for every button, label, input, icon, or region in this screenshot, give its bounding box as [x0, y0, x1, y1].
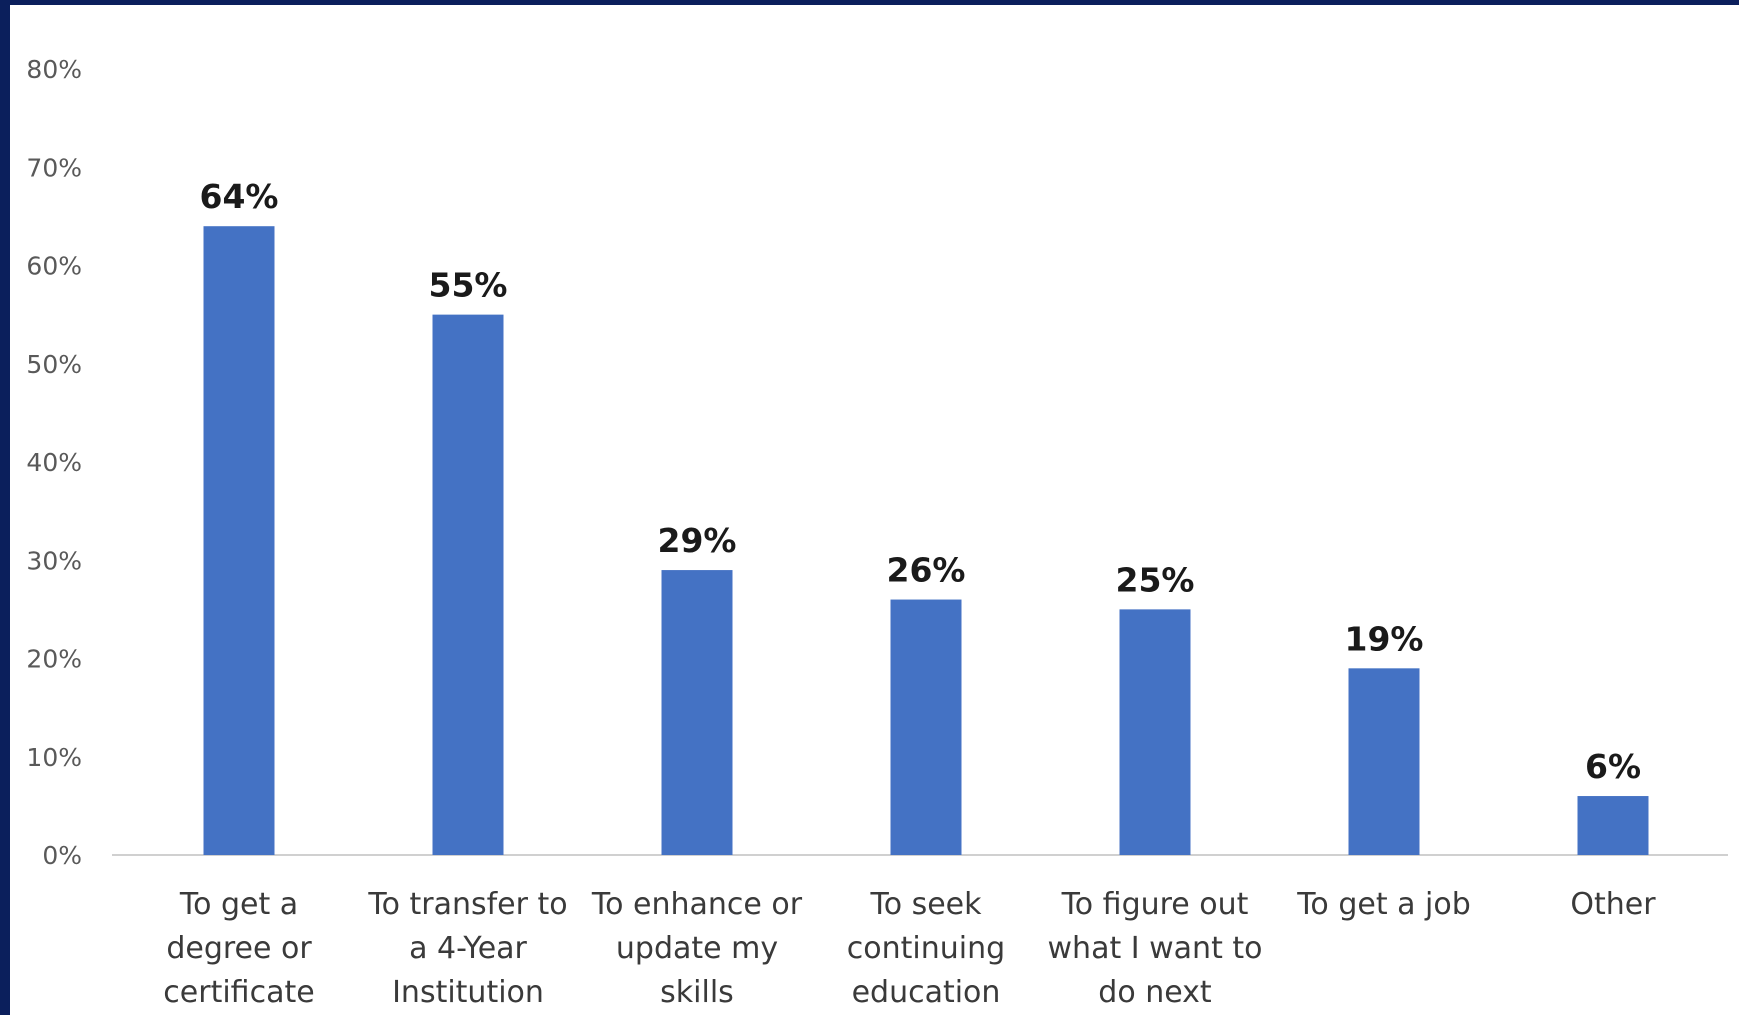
bar — [1577, 796, 1649, 855]
bar — [432, 314, 504, 855]
y-tick-label: 50% — [26, 350, 82, 379]
data-label: 25% — [1116, 560, 1195, 599]
category-label-job: To get a job — [1297, 887, 1471, 922]
data-label: 55% — [429, 266, 508, 305]
bar — [890, 599, 962, 855]
data-label: 64% — [200, 177, 279, 216]
bar — [661, 570, 733, 855]
y-axis: 0% 10% 20% 30% 40% 50% 60% 70% 80% — [26, 55, 82, 870]
category-label-degree: To get a degree or certificate — [163, 887, 315, 1010]
y-tick-label: 60% — [26, 252, 82, 281]
data-label: 19% — [1345, 619, 1424, 658]
bars-group — [203, 226, 1649, 855]
bar — [1348, 668, 1420, 855]
y-tick-label: 20% — [26, 645, 82, 674]
bar-chart: 0% 10% 20% 30% 40% 50% 60% 70% 80% 64% 55% 29% 26% 2… — [26, 55, 1728, 870]
data-label: 29% — [658, 521, 737, 560]
category-label-enhance-skills: To enhance or update my skills — [591, 887, 803, 1010]
category-label-other: Other — [1570, 887, 1656, 922]
category-label-continuing-education: To seek continuing education — [846, 887, 1006, 1010]
y-tick-label: 40% — [26, 448, 82, 477]
data-label: 6% — [1585, 747, 1641, 786]
bar — [203, 226, 275, 855]
chart-frame: 0% 10% 20% 30% 40% 50% 60% 70% 80% 64% 55% 29% 26% 2… — [10, 5, 1739, 1015]
y-tick-label: 10% — [26, 743, 82, 772]
data-label: 26% — [887, 551, 966, 590]
y-tick-label: 0% — [42, 841, 82, 870]
bar — [1119, 609, 1191, 855]
y-tick-label: 80% — [26, 55, 82, 84]
data-labels-group: 64% 55% 29% 26% 25% 19% 6% — [200, 177, 1642, 786]
category-label-transfer: To transfer to a 4-Year Institution — [368, 887, 568, 1010]
category-label-figure-out: To figure out what I want to do next — [1047, 887, 1263, 1010]
y-tick-label: 30% — [26, 546, 82, 575]
y-tick-label: 70% — [26, 153, 82, 182]
